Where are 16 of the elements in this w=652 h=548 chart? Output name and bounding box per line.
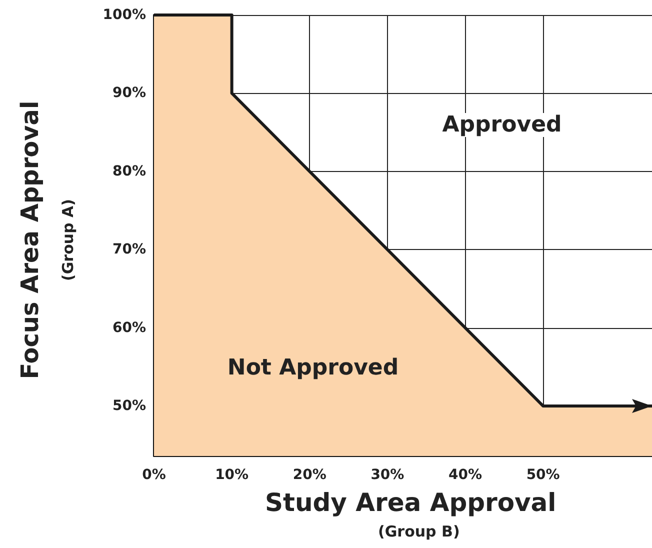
x-tick-label: 20%: [292, 467, 326, 483]
y-axis-title: Focus Area Approval (Group A): [16, 100, 77, 380]
y-tick-label: 100%: [102, 7, 146, 23]
x-tick-label: 40%: [448, 467, 482, 483]
y-tick-label: 50%: [112, 398, 146, 414]
x-tick-label: 10%: [215, 467, 249, 483]
x-tick-label: 50%: [526, 467, 560, 483]
x-tick-label: 30%: [370, 467, 404, 483]
x-axis-title: Study Area Approval (Group B): [265, 488, 556, 540]
x-tick-label: 0%: [142, 467, 166, 483]
y-tick-label: 90%: [112, 85, 146, 102]
y-tick-label: 80%: [112, 163, 146, 180]
y-tick-label: 60%: [112, 320, 146, 336]
annotation: Approved: [442, 112, 562, 138]
annotation: Not Approved: [227, 356, 399, 380]
y-tick-label: 70%: [112, 242, 146, 258]
